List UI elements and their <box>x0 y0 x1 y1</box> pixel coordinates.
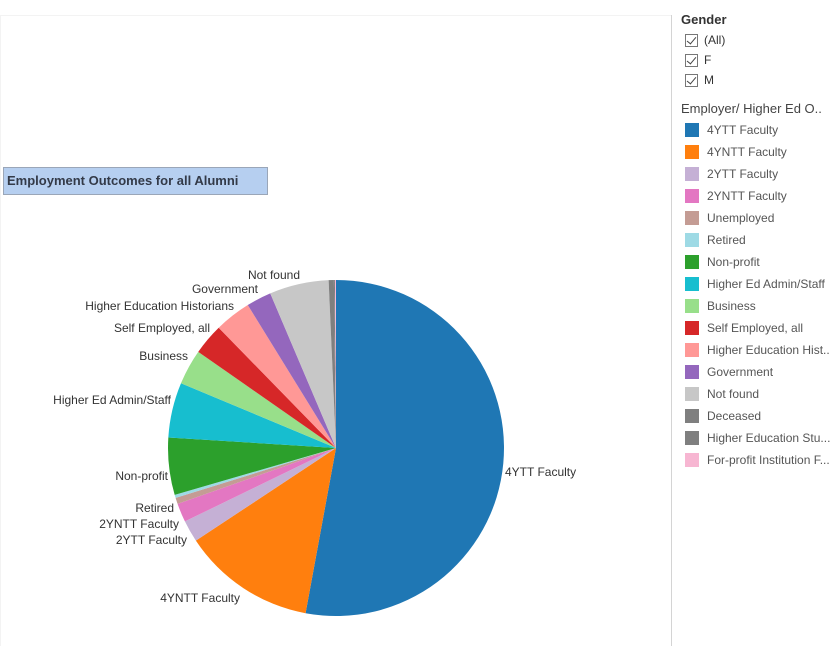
color-swatch-icon <box>685 211 699 225</box>
pie-slice[interactable] <box>198 327 336 448</box>
legend-item[interactable]: Higher Education Stu... <box>681 427 839 449</box>
gender-filter-title: Gender <box>681 12 727 27</box>
slice-label: 4YNTT Faculty <box>160 591 240 605</box>
legend-item[interactable]: For-profit Institution F... <box>681 449 839 471</box>
checkbox-checked-icon[interactable] <box>685 33 698 47</box>
legend-item[interactable]: Not found <box>681 383 839 405</box>
legend-item-label: Business <box>707 299 756 313</box>
slice-label: 2YTT Faculty <box>116 533 187 547</box>
color-swatch-icon <box>685 299 699 313</box>
legend-item-label: Higher Ed Admin/Staff <box>707 277 825 291</box>
color-swatch-icon <box>685 343 699 357</box>
color-swatch-icon <box>685 453 699 467</box>
color-swatch-icon <box>685 277 699 291</box>
legend-item-label: Deceased <box>707 409 762 423</box>
pie-slice[interactable] <box>184 448 336 541</box>
legend-item-label: For-profit Institution F... <box>707 453 830 467</box>
color-legend-title: Employer/ Higher Ed O.. <box>681 101 822 116</box>
legend-item-label: 4YNTT Faculty <box>707 145 787 159</box>
pie-slice[interactable] <box>175 448 336 504</box>
slice-label: 4YTT Faculty <box>505 465 576 479</box>
pie-slice[interactable] <box>174 448 336 498</box>
color-swatch-icon <box>685 387 699 401</box>
gender-filter-option[interactable]: (All) <box>681 30 839 50</box>
color-swatch-icon <box>685 365 699 379</box>
legend-item-label: 2YTT Faculty <box>707 167 779 181</box>
slice-label: Not found <box>248 268 300 282</box>
legend-panel: Gender (All) F M Employer/ Higher Ed O.. 4… <box>681 10 839 471</box>
gender-filter-label: (All) <box>704 33 726 47</box>
pie-slice[interactable] <box>218 305 336 448</box>
slice-label: Business <box>139 349 188 363</box>
legend-item-label: Self Employed, all <box>707 321 804 335</box>
legend-item[interactable]: Self Employed, all <box>681 317 839 339</box>
pie-chart[interactable]: 4YTT Faculty 4YNTT Faculty 2YTT Faculty 2YN… <box>0 0 672 646</box>
legend-item[interactable]: Deceased <box>681 405 839 427</box>
pie-slice[interactable] <box>334 280 336 448</box>
legend-item[interactable]: Business <box>681 295 839 317</box>
slice-label: Non-profit <box>115 469 168 483</box>
gender-filter-option[interactable]: M <box>681 70 839 90</box>
gender-filter-label: F <box>704 53 712 67</box>
color-swatch-icon <box>685 431 699 445</box>
gender-filter-option[interactable]: F <box>681 50 839 70</box>
color-legend: 4YTT Faculty 4YNTT Faculty 2YTT Faculty 2YN… <box>681 119 839 471</box>
color-swatch-icon <box>685 145 699 159</box>
pie-slice[interactable] <box>168 383 336 448</box>
legend-item[interactable]: 4YTT Faculty <box>681 119 839 141</box>
slice-label: Government <box>192 282 259 296</box>
legend-item-label: Unemployed <box>707 211 775 225</box>
slice-label: Self Employed, all <box>114 321 210 335</box>
legend-item-label: Higher Education Hist.. <box>707 343 830 357</box>
slice-label: 2YNTT Faculty <box>99 517 179 531</box>
legend-item-label: Retired <box>707 233 746 247</box>
legend-item-label: Government <box>707 365 774 379</box>
panel-divider <box>671 15 672 646</box>
pie-slice[interactable] <box>333 280 336 448</box>
legend-item[interactable]: Non-profit <box>681 251 839 273</box>
color-swatch-icon <box>685 189 699 203</box>
legend-item[interactable]: Higher Ed Admin/Staff <box>681 273 839 295</box>
legend-item[interactable]: Higher Education Hist.. <box>681 339 839 361</box>
slice-label: Retired <box>135 501 174 515</box>
pie-slice[interactable] <box>168 437 336 495</box>
color-swatch-icon <box>685 409 699 423</box>
legend-item[interactable]: 2YNTT Faculty <box>681 185 839 207</box>
legend-item-label: Not found <box>707 387 760 401</box>
legend-item[interactable]: Government <box>681 361 839 383</box>
pie-slice[interactable] <box>305 280 504 616</box>
color-swatch-icon <box>685 321 699 335</box>
legend-item[interactable]: Unemployed <box>681 207 839 229</box>
legend-item-label: 4YTT Faculty <box>707 123 779 137</box>
color-swatch-icon <box>685 167 699 181</box>
pie-slice[interactable] <box>247 293 336 448</box>
pie-slice[interactable] <box>270 280 336 448</box>
slice-label: Higher Ed Admin/Staff <box>53 393 172 407</box>
checkbox-checked-icon[interactable] <box>685 53 698 67</box>
gender-filter: (All) F M <box>681 30 839 90</box>
viz-frame <box>0 15 671 646</box>
legend-item-label: Non-profit <box>707 255 760 269</box>
pie-slice[interactable] <box>177 448 336 522</box>
chart-title: Employment Outcomes for all Alumni <box>3 167 268 195</box>
pie-slice[interactable] <box>180 351 336 448</box>
color-swatch-icon <box>685 123 699 137</box>
legend-item[interactable]: 2YTT Faculty <box>681 163 839 185</box>
slice-label: Higher Education Historians <box>85 299 234 313</box>
color-swatch-icon <box>685 233 699 247</box>
pie-slice[interactable] <box>195 448 336 614</box>
legend-item[interactable]: 4YNTT Faculty <box>681 141 839 163</box>
legend-item[interactable]: Retired <box>681 229 839 251</box>
legend-item-label: Higher Education Stu... <box>707 431 831 445</box>
color-swatch-icon <box>685 255 699 269</box>
gender-filter-label: M <box>704 73 714 87</box>
legend-item-label: 2YNTT Faculty <box>707 189 787 203</box>
pie-slice[interactable] <box>328 280 336 448</box>
checkbox-checked-icon[interactable] <box>685 73 698 87</box>
